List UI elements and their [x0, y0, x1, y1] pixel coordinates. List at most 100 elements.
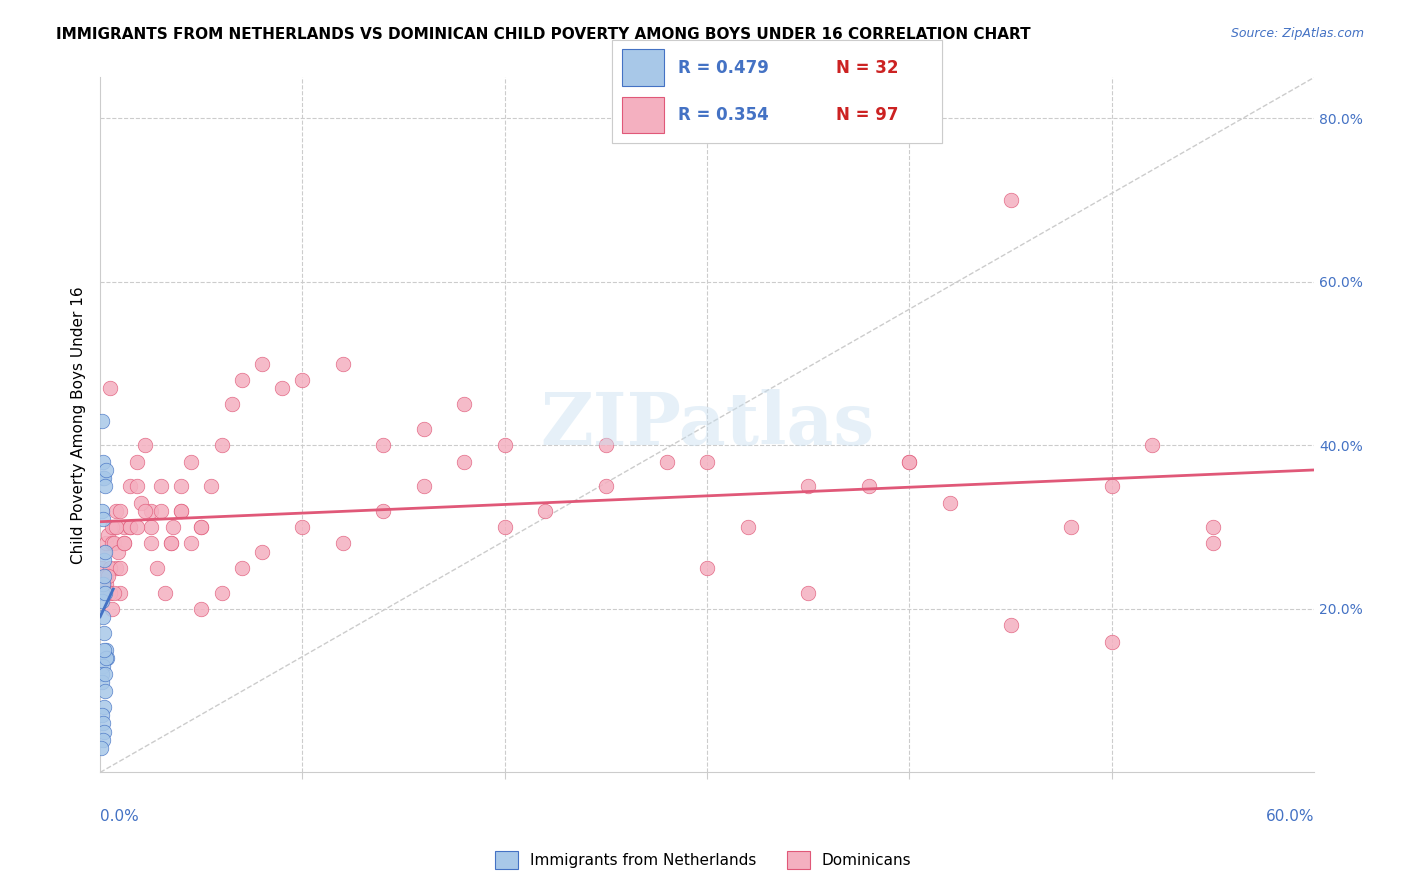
Point — [291, 520, 314, 534]
Point — [221, 397, 243, 411]
Point — [90, 414, 112, 428]
Point — [120, 520, 142, 534]
Point — [103, 585, 125, 599]
Point — [139, 536, 162, 550]
Point — [120, 479, 142, 493]
Point — [90, 708, 112, 723]
Point — [91, 561, 114, 575]
Point — [1202, 536, 1225, 550]
Point — [696, 455, 718, 469]
Point — [595, 479, 617, 493]
Point — [97, 528, 120, 542]
Point — [139, 504, 162, 518]
Point — [93, 724, 115, 739]
Point — [93, 471, 115, 485]
Point — [180, 455, 202, 469]
Point — [1060, 520, 1083, 534]
Point — [797, 479, 820, 493]
Point — [190, 520, 212, 534]
Point — [200, 479, 222, 493]
Point — [94, 667, 117, 681]
Point — [412, 479, 434, 493]
Point — [91, 659, 114, 673]
Point — [105, 561, 128, 575]
Point — [153, 585, 176, 599]
Point — [93, 544, 115, 558]
Point — [105, 520, 128, 534]
Point — [110, 504, 132, 518]
Point — [91, 610, 114, 624]
Point — [110, 561, 132, 575]
FancyBboxPatch shape — [621, 96, 665, 134]
Point — [1202, 520, 1225, 534]
Point — [91, 512, 114, 526]
Point — [146, 561, 169, 575]
Point — [98, 585, 121, 599]
Point — [160, 536, 183, 550]
Point — [125, 479, 148, 493]
Y-axis label: Child Poverty Among Boys Under 16: Child Poverty Among Boys Under 16 — [72, 286, 86, 564]
Point — [110, 585, 132, 599]
Point — [96, 577, 118, 591]
Point — [103, 520, 125, 534]
Point — [1101, 479, 1123, 493]
Point — [231, 373, 253, 387]
Point — [91, 504, 114, 518]
Point — [332, 536, 354, 550]
Text: 60.0%: 60.0% — [1265, 809, 1315, 824]
Point — [332, 357, 354, 371]
Point — [93, 577, 115, 591]
Point — [91, 716, 114, 731]
Point — [250, 544, 273, 558]
Point — [96, 651, 118, 665]
Point — [250, 357, 273, 371]
Point — [453, 397, 475, 411]
Point — [134, 504, 156, 518]
Text: IMMIGRANTS FROM NETHERLANDS VS DOMINICAN CHILD POVERTY AMONG BOYS UNDER 16 CORRE: IMMIGRANTS FROM NETHERLANDS VS DOMINICAN… — [56, 27, 1031, 42]
Point — [112, 520, 135, 534]
Point — [162, 520, 184, 534]
Point — [96, 536, 118, 550]
Point — [101, 536, 124, 550]
Point — [534, 504, 557, 518]
Point — [412, 422, 434, 436]
Point — [93, 577, 115, 591]
Text: 0.0%: 0.0% — [100, 809, 139, 824]
Point — [180, 536, 202, 550]
Point — [91, 593, 114, 607]
Point — [90, 667, 112, 681]
Point — [91, 455, 114, 469]
Text: R = 0.354: R = 0.354 — [678, 106, 769, 124]
Point — [96, 651, 118, 665]
Point — [112, 536, 135, 550]
Point — [160, 536, 183, 550]
Point — [93, 553, 115, 567]
Point — [1101, 634, 1123, 648]
Point — [98, 381, 121, 395]
Point — [134, 438, 156, 452]
Point — [1000, 193, 1022, 207]
Point — [190, 602, 212, 616]
Point — [170, 504, 193, 518]
Point — [170, 504, 193, 518]
Point — [1000, 618, 1022, 632]
Point — [898, 455, 921, 469]
Point — [494, 438, 516, 452]
FancyBboxPatch shape — [621, 49, 665, 87]
Point — [94, 479, 117, 493]
Point — [97, 585, 120, 599]
Point — [103, 536, 125, 550]
Point — [231, 561, 253, 575]
Point — [737, 520, 759, 534]
Point — [107, 544, 129, 558]
Point — [125, 520, 148, 534]
Point — [149, 504, 172, 518]
Point — [291, 373, 314, 387]
Point — [93, 544, 115, 558]
Point — [101, 520, 124, 534]
Point — [98, 561, 121, 575]
Point — [94, 642, 117, 657]
Text: R = 0.479: R = 0.479 — [678, 59, 769, 77]
Point — [91, 675, 114, 690]
Point — [1142, 438, 1164, 452]
